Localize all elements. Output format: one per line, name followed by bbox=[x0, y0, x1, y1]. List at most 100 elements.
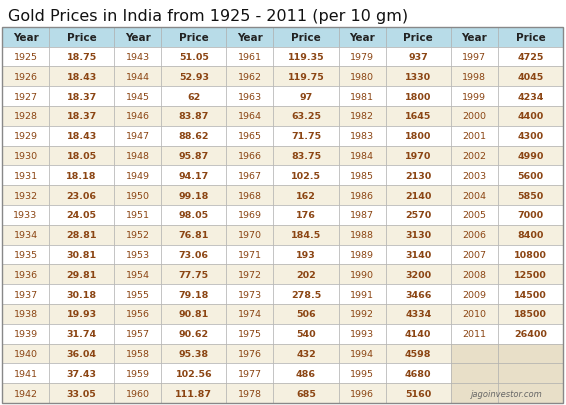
Text: 937: 937 bbox=[408, 53, 428, 62]
Text: 119.75: 119.75 bbox=[288, 72, 324, 81]
Text: 99.18: 99.18 bbox=[179, 191, 209, 200]
Text: 3140: 3140 bbox=[405, 250, 431, 259]
Text: 1946: 1946 bbox=[126, 112, 150, 121]
Bar bbox=[2, 383, 49, 403]
Bar bbox=[338, 186, 385, 205]
Bar bbox=[273, 304, 338, 324]
Text: 1939: 1939 bbox=[14, 329, 37, 338]
Bar bbox=[498, 344, 563, 364]
Bar bbox=[114, 67, 161, 87]
Text: 1971: 1971 bbox=[238, 250, 262, 259]
Bar bbox=[385, 186, 451, 205]
Bar bbox=[2, 28, 49, 47]
Bar bbox=[338, 344, 385, 364]
Bar bbox=[451, 265, 498, 284]
Bar bbox=[498, 186, 563, 205]
Bar bbox=[2, 186, 49, 205]
Bar bbox=[49, 146, 114, 166]
Text: 1800: 1800 bbox=[405, 132, 431, 141]
Text: 62: 62 bbox=[187, 92, 200, 101]
Text: 1970: 1970 bbox=[238, 230, 262, 240]
Bar bbox=[273, 47, 338, 67]
Bar bbox=[273, 265, 338, 284]
Bar bbox=[226, 304, 273, 324]
Text: 2130: 2130 bbox=[405, 171, 431, 180]
Text: 1986: 1986 bbox=[350, 191, 374, 200]
Text: 2006: 2006 bbox=[462, 230, 486, 240]
Bar bbox=[385, 265, 451, 284]
Bar bbox=[385, 28, 451, 47]
Bar bbox=[114, 383, 161, 403]
Bar bbox=[2, 146, 49, 166]
Text: 1992: 1992 bbox=[350, 310, 374, 319]
Text: 1972: 1972 bbox=[238, 270, 262, 279]
Bar bbox=[114, 284, 161, 304]
Bar bbox=[498, 47, 563, 67]
Bar bbox=[49, 284, 114, 304]
Text: 88.62: 88.62 bbox=[179, 132, 209, 141]
Bar bbox=[273, 67, 338, 87]
Bar bbox=[498, 225, 563, 245]
Bar bbox=[451, 126, 498, 146]
Text: Year: Year bbox=[12, 33, 38, 43]
Bar bbox=[498, 304, 563, 324]
Text: 102.5: 102.5 bbox=[291, 171, 321, 180]
Text: 1928: 1928 bbox=[14, 112, 37, 121]
Bar bbox=[161, 186, 226, 205]
Text: 1996: 1996 bbox=[350, 389, 374, 398]
Text: Price: Price bbox=[67, 33, 97, 43]
Text: 1942: 1942 bbox=[14, 389, 37, 398]
Bar bbox=[161, 383, 226, 403]
Text: Price: Price bbox=[291, 33, 321, 43]
Text: 1938: 1938 bbox=[14, 310, 37, 319]
Text: 36.04: 36.04 bbox=[67, 349, 97, 358]
Bar bbox=[2, 107, 49, 126]
Text: 1977: 1977 bbox=[238, 369, 262, 378]
Bar bbox=[161, 126, 226, 146]
Bar bbox=[161, 146, 226, 166]
Bar bbox=[161, 265, 226, 284]
Text: 1987: 1987 bbox=[350, 211, 374, 220]
Text: 1982: 1982 bbox=[350, 112, 374, 121]
Text: 18.37: 18.37 bbox=[67, 112, 97, 121]
Bar bbox=[49, 126, 114, 146]
Text: 1926: 1926 bbox=[14, 72, 37, 81]
Text: 2008: 2008 bbox=[462, 270, 486, 279]
Bar bbox=[273, 28, 338, 47]
Bar bbox=[161, 166, 226, 186]
Text: 95.87: 95.87 bbox=[179, 151, 209, 161]
Bar bbox=[385, 324, 451, 344]
Bar bbox=[114, 364, 161, 383]
Text: 1933: 1933 bbox=[14, 211, 38, 220]
Text: 1984: 1984 bbox=[350, 151, 374, 161]
Text: 1981: 1981 bbox=[350, 92, 374, 101]
Text: 1973: 1973 bbox=[238, 290, 262, 299]
Bar bbox=[49, 383, 114, 403]
Text: 2005: 2005 bbox=[462, 211, 486, 220]
Text: 1963: 1963 bbox=[238, 92, 262, 101]
Bar bbox=[338, 146, 385, 166]
Text: 1960: 1960 bbox=[126, 389, 150, 398]
Text: 1952: 1952 bbox=[126, 230, 150, 240]
Text: 1941: 1941 bbox=[14, 369, 37, 378]
Bar bbox=[226, 284, 273, 304]
Text: 4045: 4045 bbox=[517, 72, 543, 81]
Text: 1959: 1959 bbox=[126, 369, 150, 378]
Text: 5160: 5160 bbox=[405, 389, 431, 398]
Text: 12500: 12500 bbox=[514, 270, 547, 279]
Text: 278.5: 278.5 bbox=[291, 290, 321, 299]
Text: 2140: 2140 bbox=[405, 191, 431, 200]
Bar bbox=[498, 383, 563, 403]
Text: 2004: 2004 bbox=[462, 191, 486, 200]
Text: 4680: 4680 bbox=[405, 369, 431, 378]
Text: 30.18: 30.18 bbox=[67, 290, 97, 299]
Text: 14500: 14500 bbox=[514, 290, 547, 299]
Bar bbox=[451, 364, 498, 383]
Text: 111.87: 111.87 bbox=[175, 389, 212, 398]
Text: 540: 540 bbox=[296, 329, 316, 338]
Bar bbox=[498, 265, 563, 284]
Text: 1979: 1979 bbox=[350, 53, 374, 62]
Bar bbox=[385, 146, 451, 166]
Bar bbox=[385, 47, 451, 67]
Text: 1962: 1962 bbox=[238, 72, 262, 81]
